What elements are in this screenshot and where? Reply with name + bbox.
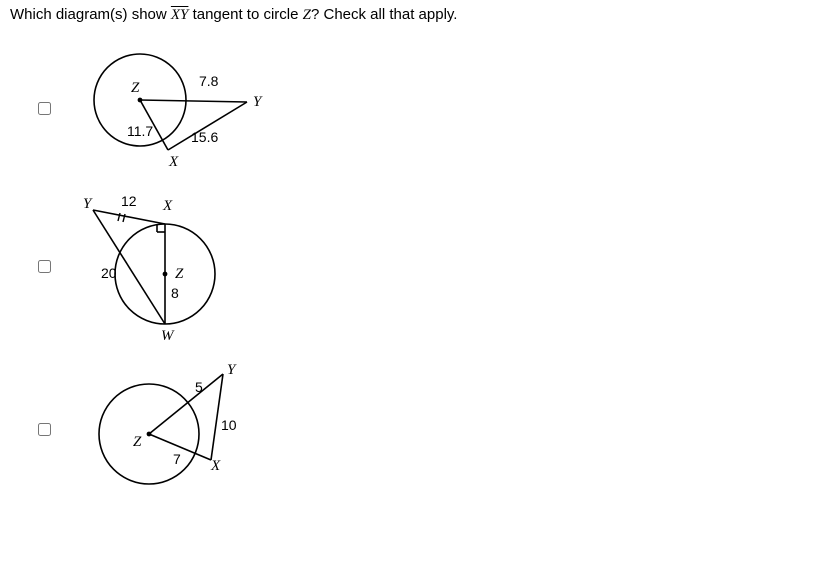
option-checkbox-2[interactable] <box>38 260 51 273</box>
svg-text:X: X <box>210 458 221 474</box>
svg-text:W: W <box>161 328 175 344</box>
svg-text:Z: Z <box>133 434 142 450</box>
diagram-1: Z 7.8 Y 11.7 15.6 X <box>71 38 271 178</box>
svg-text:12: 12 <box>121 193 137 209</box>
option-checkbox-3[interactable] <box>38 423 51 436</box>
question-prefix: Which diagram(s) show <box>10 6 171 23</box>
svg-text:7: 7 <box>173 451 181 467</box>
svg-text:Z: Z <box>175 266 184 282</box>
svg-text:Y: Y <box>83 196 93 212</box>
diagram-2: Y 12 X 20 Z 8 W <box>71 186 271 346</box>
svg-text:11.7: 11.7 <box>127 123 153 139</box>
option-row-2: Y 12 X 20 Z 8 W <box>10 186 804 346</box>
svg-text:Z: Z <box>131 80 140 96</box>
option-row-1: Z 7.8 Y 11.7 15.6 X <box>10 38 804 178</box>
question-suffix: ? Check all that apply. <box>311 6 457 23</box>
svg-text:20: 20 <box>101 265 117 281</box>
option-row-3: 5 Y 10 Z 7 X <box>10 354 804 504</box>
options-container: Z 7.8 Y 11.7 15.6 X Y 12 X 20 Z 8 W 5 Y 10 Z 7 X <box>10 38 804 504</box>
svg-text:Y: Y <box>253 94 263 110</box>
svg-text:8: 8 <box>171 285 179 301</box>
svg-text:15.6: 15.6 <box>191 129 218 145</box>
svg-text:5: 5 <box>195 379 203 395</box>
svg-text:7.8: 7.8 <box>199 73 219 89</box>
line-label: XY <box>171 7 189 23</box>
option-checkbox-1[interactable] <box>38 102 51 115</box>
svg-text:Y: Y <box>227 362 237 378</box>
svg-text:X: X <box>168 154 179 170</box>
question-middle: tangent to circle <box>188 6 302 23</box>
question-text: Which diagram(s) show XY tangent to circ… <box>10 6 804 24</box>
svg-text:10: 10 <box>221 417 237 433</box>
svg-text:X: X <box>162 198 173 214</box>
circle-label: Z <box>303 7 311 23</box>
diagram-3: 5 Y 10 Z 7 X <box>71 354 271 504</box>
